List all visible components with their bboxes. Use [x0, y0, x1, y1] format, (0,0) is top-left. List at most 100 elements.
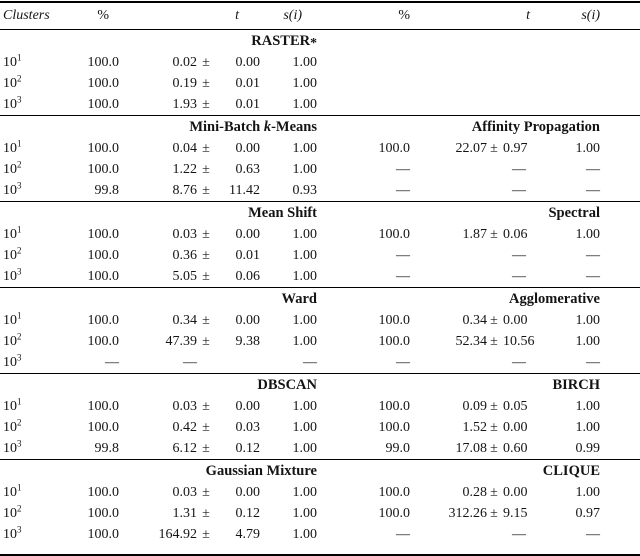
t-value: 312.26 [448, 505, 488, 521]
t-cell-missing: — [512, 247, 526, 263]
section-title-row: DBSCAN BIRCH [0, 374, 640, 396]
clusters-cell: 103 [3, 179, 22, 198]
clusters-exponent: 3 [17, 437, 22, 448]
t-value: 0.03 [172, 484, 198, 500]
table-row: 103 100.0 164.92 ±4.79 1.00 — — — [0, 524, 640, 545]
plus-minus-sign: ± [490, 226, 498, 242]
t-error: 9.38 [235, 333, 261, 349]
clusters-exponent: 2 [17, 502, 22, 513]
t-error: 0.00 [235, 398, 261, 414]
section-title-text: Ward [281, 290, 317, 307]
clusters-exponent: 1 [17, 223, 22, 234]
plus-minus-sign: ± [202, 161, 210, 177]
clusters-exponent: 3 [17, 93, 22, 104]
plus-minus-sign: ± [202, 312, 210, 328]
clusters-cell: 102 [3, 416, 22, 435]
table-row: 103 99.8 8.76 ±11.42 0.93 — — — [0, 180, 640, 201]
pct-cell: 100.0 [87, 96, 120, 112]
col-header-silhouette-right: s(i) [581, 8, 600, 23]
pct-cell: 100.0 [87, 140, 120, 156]
si-cell: 1.00 [292, 484, 318, 500]
si-cell: 1.00 [575, 140, 601, 156]
algorithm-section: Gaussian Mixture CLIQUE 101 100.0 0.03 ±0.00 1… [0, 459, 640, 545]
t-cell-missing: — [512, 268, 526, 284]
col-header-time-right: t [526, 8, 530, 23]
clusters-cell: 102 [3, 502, 22, 521]
t-value: 0.34 [172, 312, 198, 328]
t-error: 0.00 [235, 312, 261, 328]
plus-minus-sign: ± [490, 312, 498, 328]
pct-cell: — [396, 268, 410, 284]
pct-cell: 100.0 [378, 226, 411, 242]
table-row: 102 100.0 47.39 ±9.38 1.00 100.0 52.34 ±10.56 1.… [0, 331, 640, 352]
clusters-exponent: 3 [17, 179, 22, 190]
si-cell: 1.00 [292, 140, 318, 156]
t-value: 1.93 [172, 96, 198, 112]
pct-cell: 100.0 [87, 161, 120, 177]
clusters-exponent: 1 [17, 51, 22, 62]
si-cell: 1.00 [292, 96, 318, 112]
t-error: 0.06 [503, 226, 528, 242]
plus-minus-sign: ± [490, 398, 498, 414]
section-title-row: Ward Agglomerative [0, 288, 640, 310]
si-cell: 1.00 [575, 312, 601, 328]
section-title-row: Mini-Batch k-Means Affinity Propagation [0, 116, 640, 138]
t-value: 0.04 [172, 140, 198, 156]
table-row: 103 — — — — — — [0, 352, 640, 373]
clusters-cell: 102 [3, 244, 22, 263]
plus-minus-sign: ± [490, 140, 498, 156]
clusters-cell: 103 [3, 93, 22, 112]
si-cell: 1.00 [292, 440, 318, 456]
col-header-clusters: Clusters [3, 8, 50, 23]
section-title-text: CLIQUE [542, 462, 600, 479]
clusters-exponent: 1 [17, 481, 22, 492]
section-title: BIRCH [317, 378, 600, 393]
algorithm-section: Ward Agglomerative 101 100.0 0.34 ±0.00 1.00 10… [0, 287, 640, 373]
plus-minus-sign: ± [202, 247, 210, 263]
col-header-percent-left: % [97, 8, 109, 23]
algorithm-section: RASTER* 101 100.0 0.02 ±0.00 1.00 102 100.0 0.19… [0, 30, 640, 115]
plus-minus-sign: ± [490, 440, 498, 456]
t-value: 52.34 [455, 333, 488, 349]
si-cell: — [586, 247, 600, 263]
plus-minus-sign: ± [202, 333, 210, 349]
section-title: Agglomerative [317, 292, 600, 307]
t-value: 0.42 [172, 419, 198, 435]
si-cell: 1.00 [575, 419, 601, 435]
algorithm-section: DBSCAN BIRCH 101 100.0 0.03 ±0.00 1.00 100.0 0.0… [0, 373, 640, 459]
t-value: 1.31 [172, 505, 198, 521]
t-value: 164.92 [158, 526, 198, 542]
t-error: 0.00 [503, 419, 528, 435]
clusters-cell: 103 [3, 351, 22, 370]
pct-cell: 100.0 [378, 333, 411, 349]
plus-minus-sign: ± [202, 96, 210, 112]
t-value: 0.36 [172, 247, 198, 263]
section-title: RASTER* [0, 34, 317, 49]
plus-minus-sign: ± [202, 226, 210, 242]
pct-cell: 100.0 [378, 484, 411, 500]
col-header-silhouette-left: s(i) [283, 8, 302, 23]
si-cell: 0.99 [575, 440, 601, 456]
si-cell: 1.00 [292, 333, 318, 349]
pct-cell: 99.8 [94, 182, 120, 198]
clusters-exponent: 2 [17, 416, 22, 427]
t-value: 22.07 [455, 140, 488, 156]
table-header-row: Clusters % t s(i) % t s(i) [0, 3, 640, 30]
t-value: 6.12 [172, 440, 198, 456]
pct-cell: 100.0 [87, 398, 120, 414]
section-title: Mini-Batch k-Means [0, 120, 317, 135]
t-value: 8.76 [172, 182, 198, 198]
section-title-row: RASTER* [0, 30, 640, 52]
pct-cell: 100.0 [87, 484, 120, 500]
asterisk-mark: * [310, 34, 317, 50]
section-title-row: Mean Shift Spectral [0, 202, 640, 224]
si-cell: 1.00 [575, 484, 601, 500]
clusters-exponent: 2 [17, 158, 22, 169]
clusters-cell: 102 [3, 72, 22, 91]
si-cell: — [303, 354, 317, 370]
t-cell-missing: — [512, 354, 526, 370]
plus-minus-sign: ± [202, 182, 210, 198]
si-cell: 1.00 [292, 54, 318, 70]
pct-cell: 100.0 [87, 75, 120, 91]
